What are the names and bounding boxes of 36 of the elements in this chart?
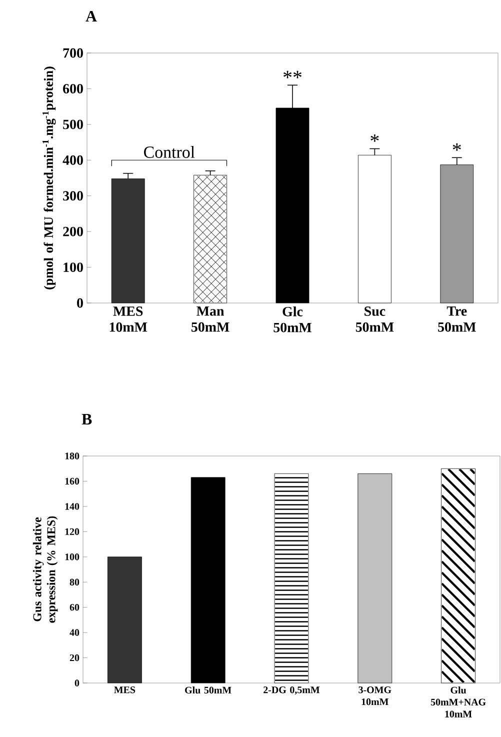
x-tick-label: Glu 50mM xyxy=(185,686,232,694)
annotation: ** xyxy=(284,70,302,78)
y-tick-label: 40 xyxy=(70,629,80,636)
annotation: Control xyxy=(144,146,195,158)
y-tick-label: 200 xyxy=(63,226,83,236)
y-tick-label: 0 xyxy=(74,680,80,686)
y-tick-label: 700 xyxy=(63,48,83,58)
y-tick-label: 300 xyxy=(63,191,83,201)
y-tick-label: 20 xyxy=(70,654,80,662)
x-tick-label: Tre 50mM xyxy=(438,306,476,332)
y-axis-title: Gus activity relative expression (% MES) xyxy=(32,516,58,623)
y-axis-title: (pmol of MU formed.min$^{-1}$.mg$^{-1}$protein) xyxy=(42,66,56,290)
y-tick-label: 120 xyxy=(65,528,80,536)
y-tick-label: 180 xyxy=(65,452,80,460)
y-tick-label: 100 xyxy=(65,554,80,560)
y-tick-label: 0 xyxy=(77,298,83,308)
x-tick-label: MES 10mM xyxy=(110,306,148,332)
annotation: * xyxy=(452,143,461,151)
chart-title: A xyxy=(86,10,97,22)
y-tick-label: 80 xyxy=(70,578,80,586)
x-tick-label: Glu 50mM+NAG 10mM xyxy=(430,686,486,718)
x-tick-label: 2-DG 0,5mM xyxy=(264,686,320,695)
chart-title: B xyxy=(82,414,92,424)
x-tick-label: Suc 50mM xyxy=(356,306,394,332)
y-tick-label: 100 xyxy=(64,262,83,272)
annotation: * xyxy=(370,134,379,142)
y-tick-label: 60 xyxy=(70,604,80,611)
x-tick-label: Man 50mM xyxy=(191,306,230,332)
x-tick-label: Glc 50mM xyxy=(274,306,312,332)
y-tick-label: 140 xyxy=(65,503,80,510)
x-tick-label: 3-OMG 10mM xyxy=(358,686,392,706)
x-tick-label: MES xyxy=(114,686,136,694)
y-tick-label: 600 xyxy=(63,84,83,94)
y-tick-label: 160 xyxy=(65,478,80,485)
y-tick-label: 500 xyxy=(63,120,83,130)
y-tick-label: 400 xyxy=(62,155,83,165)
